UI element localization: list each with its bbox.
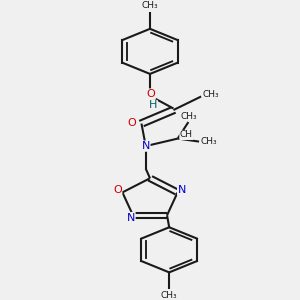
Text: N: N [142, 141, 150, 151]
Text: CH₃: CH₃ [142, 1, 158, 10]
Text: N: N [127, 213, 135, 223]
Text: O: O [113, 185, 122, 195]
Text: O: O [146, 89, 155, 99]
Text: CH₃: CH₃ [202, 90, 219, 99]
Text: H: H [149, 100, 157, 110]
Text: CH₃: CH₃ [161, 291, 178, 300]
Text: CH₃: CH₃ [201, 137, 217, 146]
Text: CH₃: CH₃ [180, 112, 197, 121]
Text: N: N [178, 185, 186, 195]
Text: O: O [128, 118, 136, 128]
Text: CH: CH [180, 130, 193, 140]
